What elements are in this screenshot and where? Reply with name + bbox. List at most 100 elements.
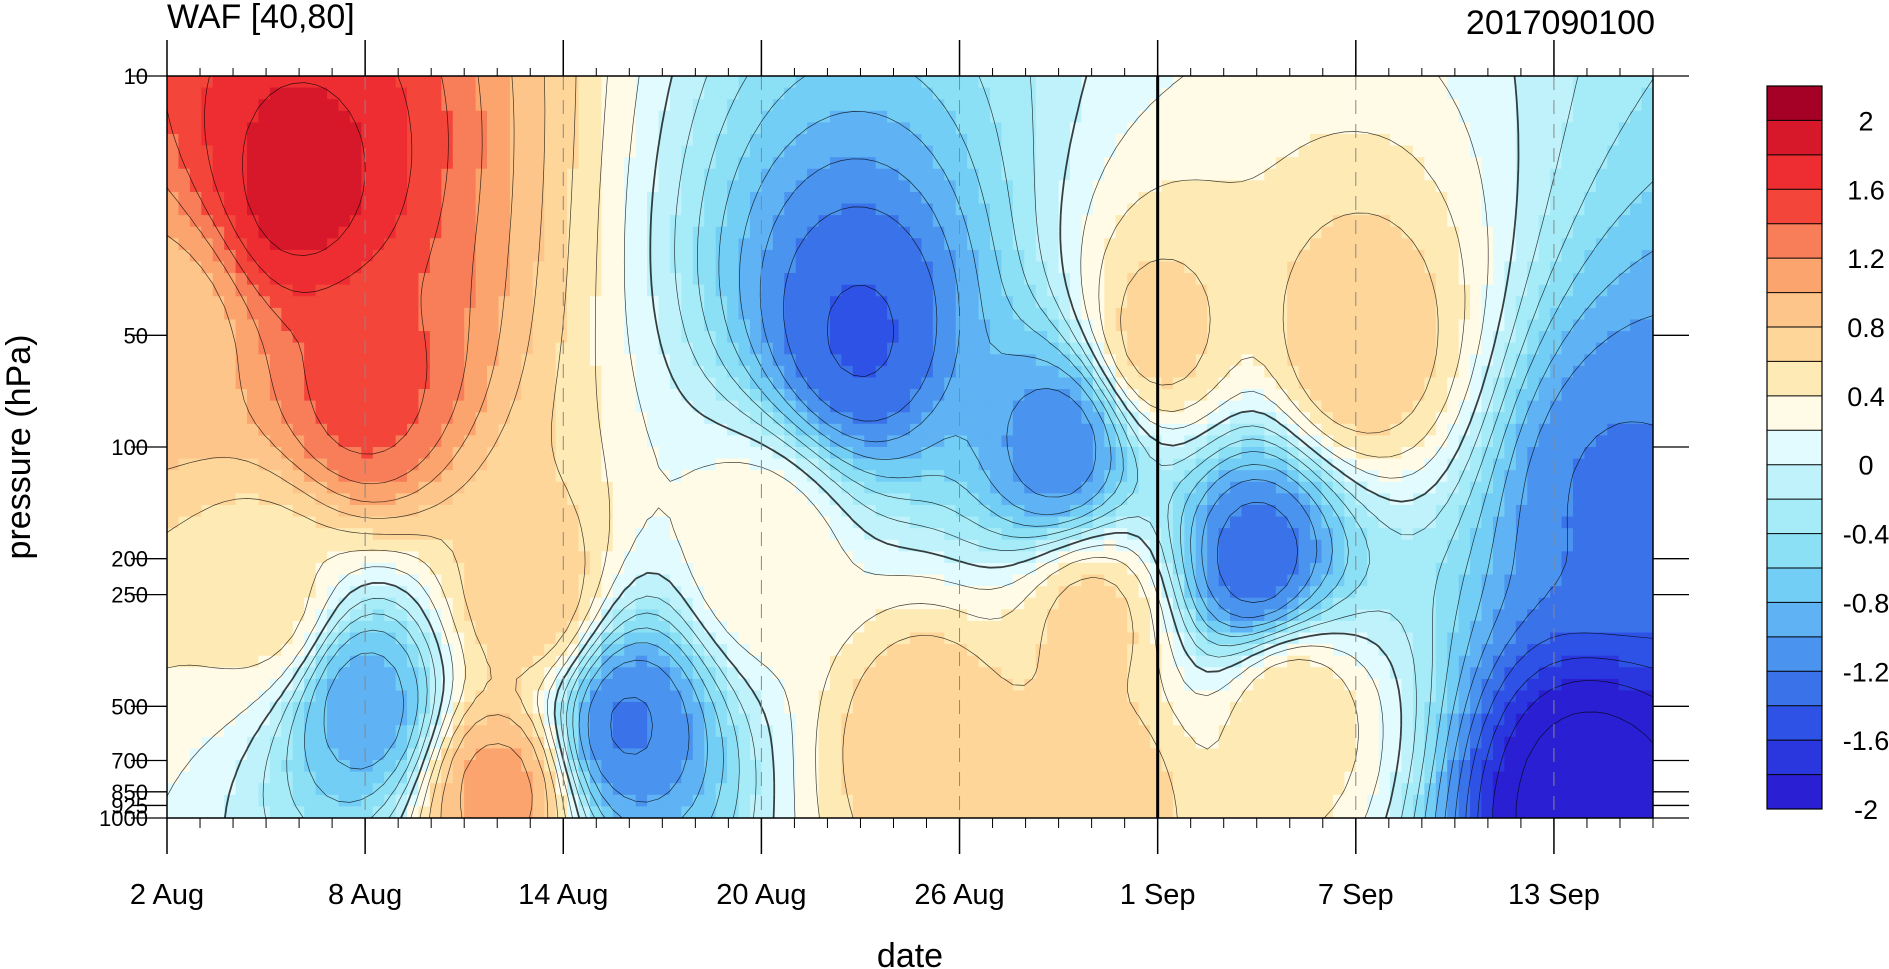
heatmap-cell	[1367, 76, 1380, 89]
heatmap-cell	[498, 412, 511, 425]
heatmap-cell	[1127, 157, 1140, 170]
heatmap-cell	[1584, 481, 1597, 494]
heatmap-cell	[715, 458, 728, 471]
heatmap-cell	[829, 412, 843, 425]
heatmap-cell	[624, 307, 637, 321]
heatmap-cell	[1367, 377, 1380, 390]
heatmap-cell	[1630, 203, 1643, 216]
heatmap-cell	[727, 226, 740, 239]
heatmap-cell	[247, 423, 260, 436]
heatmap-cell	[921, 215, 934, 228]
heatmap-cell	[281, 261, 294, 274]
heatmap-cell	[1081, 435, 1094, 448]
heatmap-cell	[441, 168, 454, 181]
heatmap-cell	[1561, 226, 1574, 239]
heatmap-cell	[807, 215, 820, 228]
heatmap-cell	[1618, 145, 1631, 158]
heatmap-cell	[212, 203, 225, 216]
heatmap-cell	[1641, 365, 1653, 379]
heatmap-cell	[887, 504, 900, 518]
heatmap-cell	[384, 273, 397, 286]
heatmap-cell	[1641, 504, 1653, 518]
heatmap-cell	[1595, 307, 1608, 321]
heatmap-cell	[498, 331, 511, 344]
heatmap-cell	[692, 87, 705, 100]
heatmap-cell	[281, 145, 294, 158]
heatmap-cell	[315, 145, 328, 158]
heatmap-cell	[864, 191, 877, 205]
heatmap-cell	[1241, 215, 1254, 228]
heatmap-cell	[1138, 400, 1151, 413]
heatmap-cell	[967, 493, 980, 506]
heatmap-cell	[1447, 191, 1460, 205]
heatmap-cell	[887, 284, 900, 297]
heatmap-cell	[1195, 435, 1208, 448]
heatmap-cell	[921, 203, 934, 216]
heatmap-cell	[1321, 261, 1334, 274]
heatmap-cell	[1184, 447, 1197, 460]
heatmap-cell	[338, 157, 351, 170]
heatmap-cell	[1218, 261, 1231, 274]
heatmap-cell	[1390, 261, 1403, 274]
heatmap-cell	[1618, 493, 1631, 506]
heatmap-cell	[795, 319, 808, 332]
heatmap-cell	[235, 447, 248, 460]
heatmap-cell	[1630, 342, 1643, 355]
heatmap-cell	[978, 145, 991, 158]
heatmap-cell	[967, 400, 980, 413]
heatmap-cell	[967, 481, 980, 494]
heatmap-cell	[967, 423, 980, 436]
heatmap-cell	[1035, 342, 1048, 355]
heatmap-cell	[818, 377, 831, 390]
heatmap-cell	[601, 110, 614, 123]
heatmap-cell	[1321, 157, 1334, 170]
heatmap-cell	[1527, 261, 1540, 274]
heatmap-cell	[681, 296, 694, 309]
heatmap-cell	[1195, 458, 1208, 471]
heatmap-cell	[487, 435, 500, 448]
heatmap-cell	[395, 261, 408, 274]
heatmap-cell	[795, 191, 808, 205]
heatmap-cell	[1275, 458, 1288, 471]
heatmap-cell	[864, 215, 877, 228]
heatmap-cell	[852, 296, 865, 309]
heatmap-cell	[864, 377, 877, 390]
heatmap-cell	[1401, 435, 1414, 448]
heatmap-cell	[429, 76, 442, 89]
heatmap-cell	[418, 470, 431, 483]
heatmap-cell	[795, 157, 808, 170]
heatmap-cell	[1607, 87, 1620, 100]
heatmap-cell	[1584, 365, 1597, 379]
heatmap-cell	[1538, 180, 1551, 193]
heatmap-cell	[1344, 191, 1357, 205]
heatmap-cell	[1070, 400, 1083, 413]
heatmap-cell	[441, 365, 454, 379]
heatmap-cell	[1310, 470, 1323, 483]
heatmap-cell	[864, 261, 877, 274]
heatmap-cell	[955, 76, 968, 89]
heatmap-cell	[544, 493, 557, 506]
heatmap-cell	[1104, 447, 1117, 460]
heatmap-cell	[1607, 342, 1620, 355]
heatmap-cell	[1207, 87, 1220, 100]
heatmap-cell	[429, 447, 442, 460]
heatmap-cell	[818, 261, 831, 274]
heatmap-cell	[201, 273, 214, 286]
heatmap-cell	[692, 261, 705, 274]
heatmap-cell	[1081, 400, 1094, 413]
heatmap-cell	[898, 423, 911, 436]
heatmap-cell	[921, 400, 934, 413]
heatmap-cell	[1504, 389, 1517, 402]
heatmap-cell	[669, 110, 682, 123]
heatmap-cell	[1264, 110, 1277, 123]
heatmap-cell	[532, 168, 545, 181]
heatmap-cell	[612, 226, 625, 239]
heatmap-cell	[1070, 191, 1083, 205]
heatmap-cell	[658, 249, 671, 263]
heatmap-cell	[1298, 400, 1311, 413]
heatmap-cell	[1218, 319, 1231, 332]
heatmap-cell	[1390, 296, 1403, 309]
heatmap-cell	[429, 481, 442, 494]
heatmap-cell	[1001, 191, 1014, 205]
heatmap-cell	[1230, 76, 1243, 89]
